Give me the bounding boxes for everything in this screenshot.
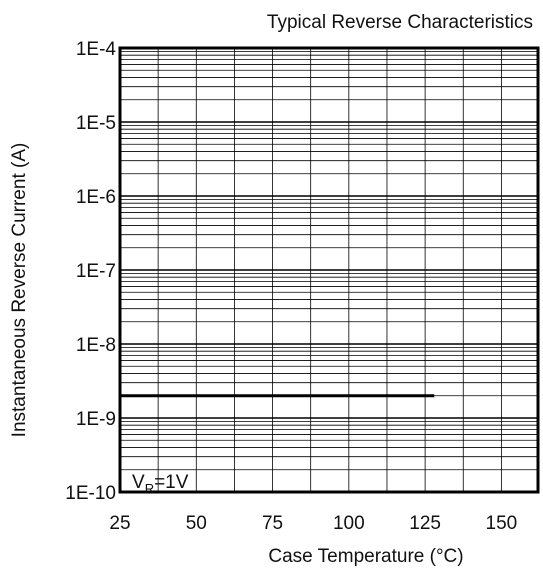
- chart-title: Typical Reverse Characteristics: [267, 12, 533, 33]
- x-tick-label: 100: [333, 513, 365, 534]
- y-axis-label: Instantaneous Reverse Current (A): [9, 143, 30, 438]
- y-tick-label: 1E-9: [76, 409, 116, 430]
- x-tick-label: 50: [186, 513, 207, 534]
- y-tick-label: 1E-6: [76, 187, 116, 208]
- plot-frame: [118, 46, 540, 494]
- x-tick-label: 150: [486, 513, 518, 534]
- annotation-main: V: [132, 472, 145, 493]
- annotation-rest: =1V: [154, 472, 189, 493]
- y-tick-label: 1E-10: [65, 483, 116, 504]
- y-tick-label: 1E-7: [76, 261, 116, 282]
- x-tick-label: 125: [409, 513, 441, 534]
- y-tick-label: 1E-4: [76, 39, 117, 60]
- test-condition-annotation: VR=1V: [132, 472, 189, 496]
- x-tick-labels: 25 50 75 100 125 150: [109, 513, 517, 534]
- major-gridlines: [120, 121, 538, 419]
- x-tick-label: 25: [109, 513, 130, 534]
- y-tick-label: 1E-5: [76, 113, 116, 134]
- x-axis-label: Case Temperature (°C): [268, 546, 463, 567]
- y-tick-label: 1E-8: [76, 335, 116, 356]
- minor-gridlines: [120, 48, 538, 492]
- y-tick-labels: 1E-4 1E-5 1E-6 1E-7 1E-8 1E-9 1E-10: [65, 39, 116, 504]
- x-tick-label: 75: [262, 513, 283, 534]
- annotation-subscript: R: [145, 481, 154, 496]
